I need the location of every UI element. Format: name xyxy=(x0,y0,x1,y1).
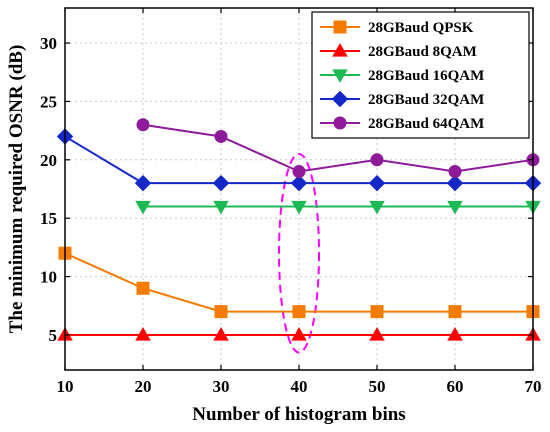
axis-ticks: 10 20 30 40 50 60 70 5 10 15 20 25 30 xyxy=(40,8,542,396)
y-tick-label: 15 xyxy=(40,209,57,228)
y-tick-label: 20 xyxy=(40,151,57,170)
series-group xyxy=(56,118,542,341)
x-tick-label: 20 xyxy=(135,377,152,396)
series-line xyxy=(64,252,533,313)
legend-label: 28GBaud 32QAM xyxy=(368,92,484,108)
x-axis-title: Number of histogram bins xyxy=(192,404,405,425)
data-point xyxy=(214,129,228,143)
x-tick-label: 50 xyxy=(369,377,386,396)
data-point xyxy=(446,174,464,192)
series-3 xyxy=(56,128,542,192)
data-point xyxy=(448,164,462,178)
data-point xyxy=(369,327,385,341)
series-1 xyxy=(57,327,541,341)
data-point xyxy=(370,305,384,319)
y-tick-label: 10 xyxy=(40,268,57,287)
x-tick-label: 60 xyxy=(447,377,464,396)
data-point xyxy=(292,164,306,178)
legend-marker xyxy=(332,43,348,57)
data-point xyxy=(135,327,151,341)
legend-label: 28GBaud 64QAM xyxy=(368,116,484,132)
data-point xyxy=(135,200,151,215)
data-point xyxy=(213,327,229,341)
legend-marker xyxy=(332,69,348,83)
y-tick-label: 5 xyxy=(49,326,58,345)
x-tick-label: 10 xyxy=(57,377,74,396)
legend-label: 28GBaud 8QAM xyxy=(368,44,477,60)
y-tick-label: 30 xyxy=(40,34,57,53)
y-tick-label: 25 xyxy=(40,92,57,111)
legend: 28GBaud QPSK 28GBaud 8QAM 28GBaud 16QAM 28G… xyxy=(311,11,530,139)
legend-label: 28GBaud QPSK xyxy=(368,20,474,36)
data-point xyxy=(292,305,306,319)
data-point xyxy=(291,327,307,341)
legend-marker xyxy=(331,90,349,108)
legend-entry: 28GBaud 8QAM xyxy=(320,43,477,60)
series-4 xyxy=(136,118,540,178)
legend-marker xyxy=(333,116,347,130)
highlight-ellipse xyxy=(278,152,320,354)
data-point xyxy=(213,200,229,215)
data-point xyxy=(447,200,463,215)
legend-entry: 28GBaud QPSK xyxy=(320,20,474,36)
data-point xyxy=(212,174,230,192)
data-point xyxy=(370,153,384,167)
data-point xyxy=(136,118,150,132)
data-point xyxy=(214,305,228,319)
legend-marker xyxy=(333,20,347,34)
x-tick-label: 40 xyxy=(291,377,308,396)
legend-entry: 28GBaud 16QAM xyxy=(320,68,484,84)
data-point xyxy=(368,174,386,192)
data-point xyxy=(134,174,152,192)
data-point xyxy=(136,281,150,295)
annotations xyxy=(278,152,320,354)
data-point xyxy=(448,305,462,319)
series-2 xyxy=(135,200,541,215)
data-point xyxy=(447,327,463,341)
data-point xyxy=(290,174,308,192)
data-point xyxy=(291,200,307,215)
legend-entry: 28GBaud 32QAM xyxy=(320,90,484,108)
series-line xyxy=(142,123,534,173)
legend-label: 28GBaud 16QAM xyxy=(368,68,484,84)
y-axis-title: The minimum required OSNR (dB) xyxy=(6,45,27,334)
data-point xyxy=(369,200,385,215)
x-tick-label: 70 xyxy=(525,377,542,396)
series-0 xyxy=(58,246,540,319)
x-tick-label: 30 xyxy=(213,377,230,396)
legend-entry: 28GBaud 64QAM xyxy=(320,116,484,132)
